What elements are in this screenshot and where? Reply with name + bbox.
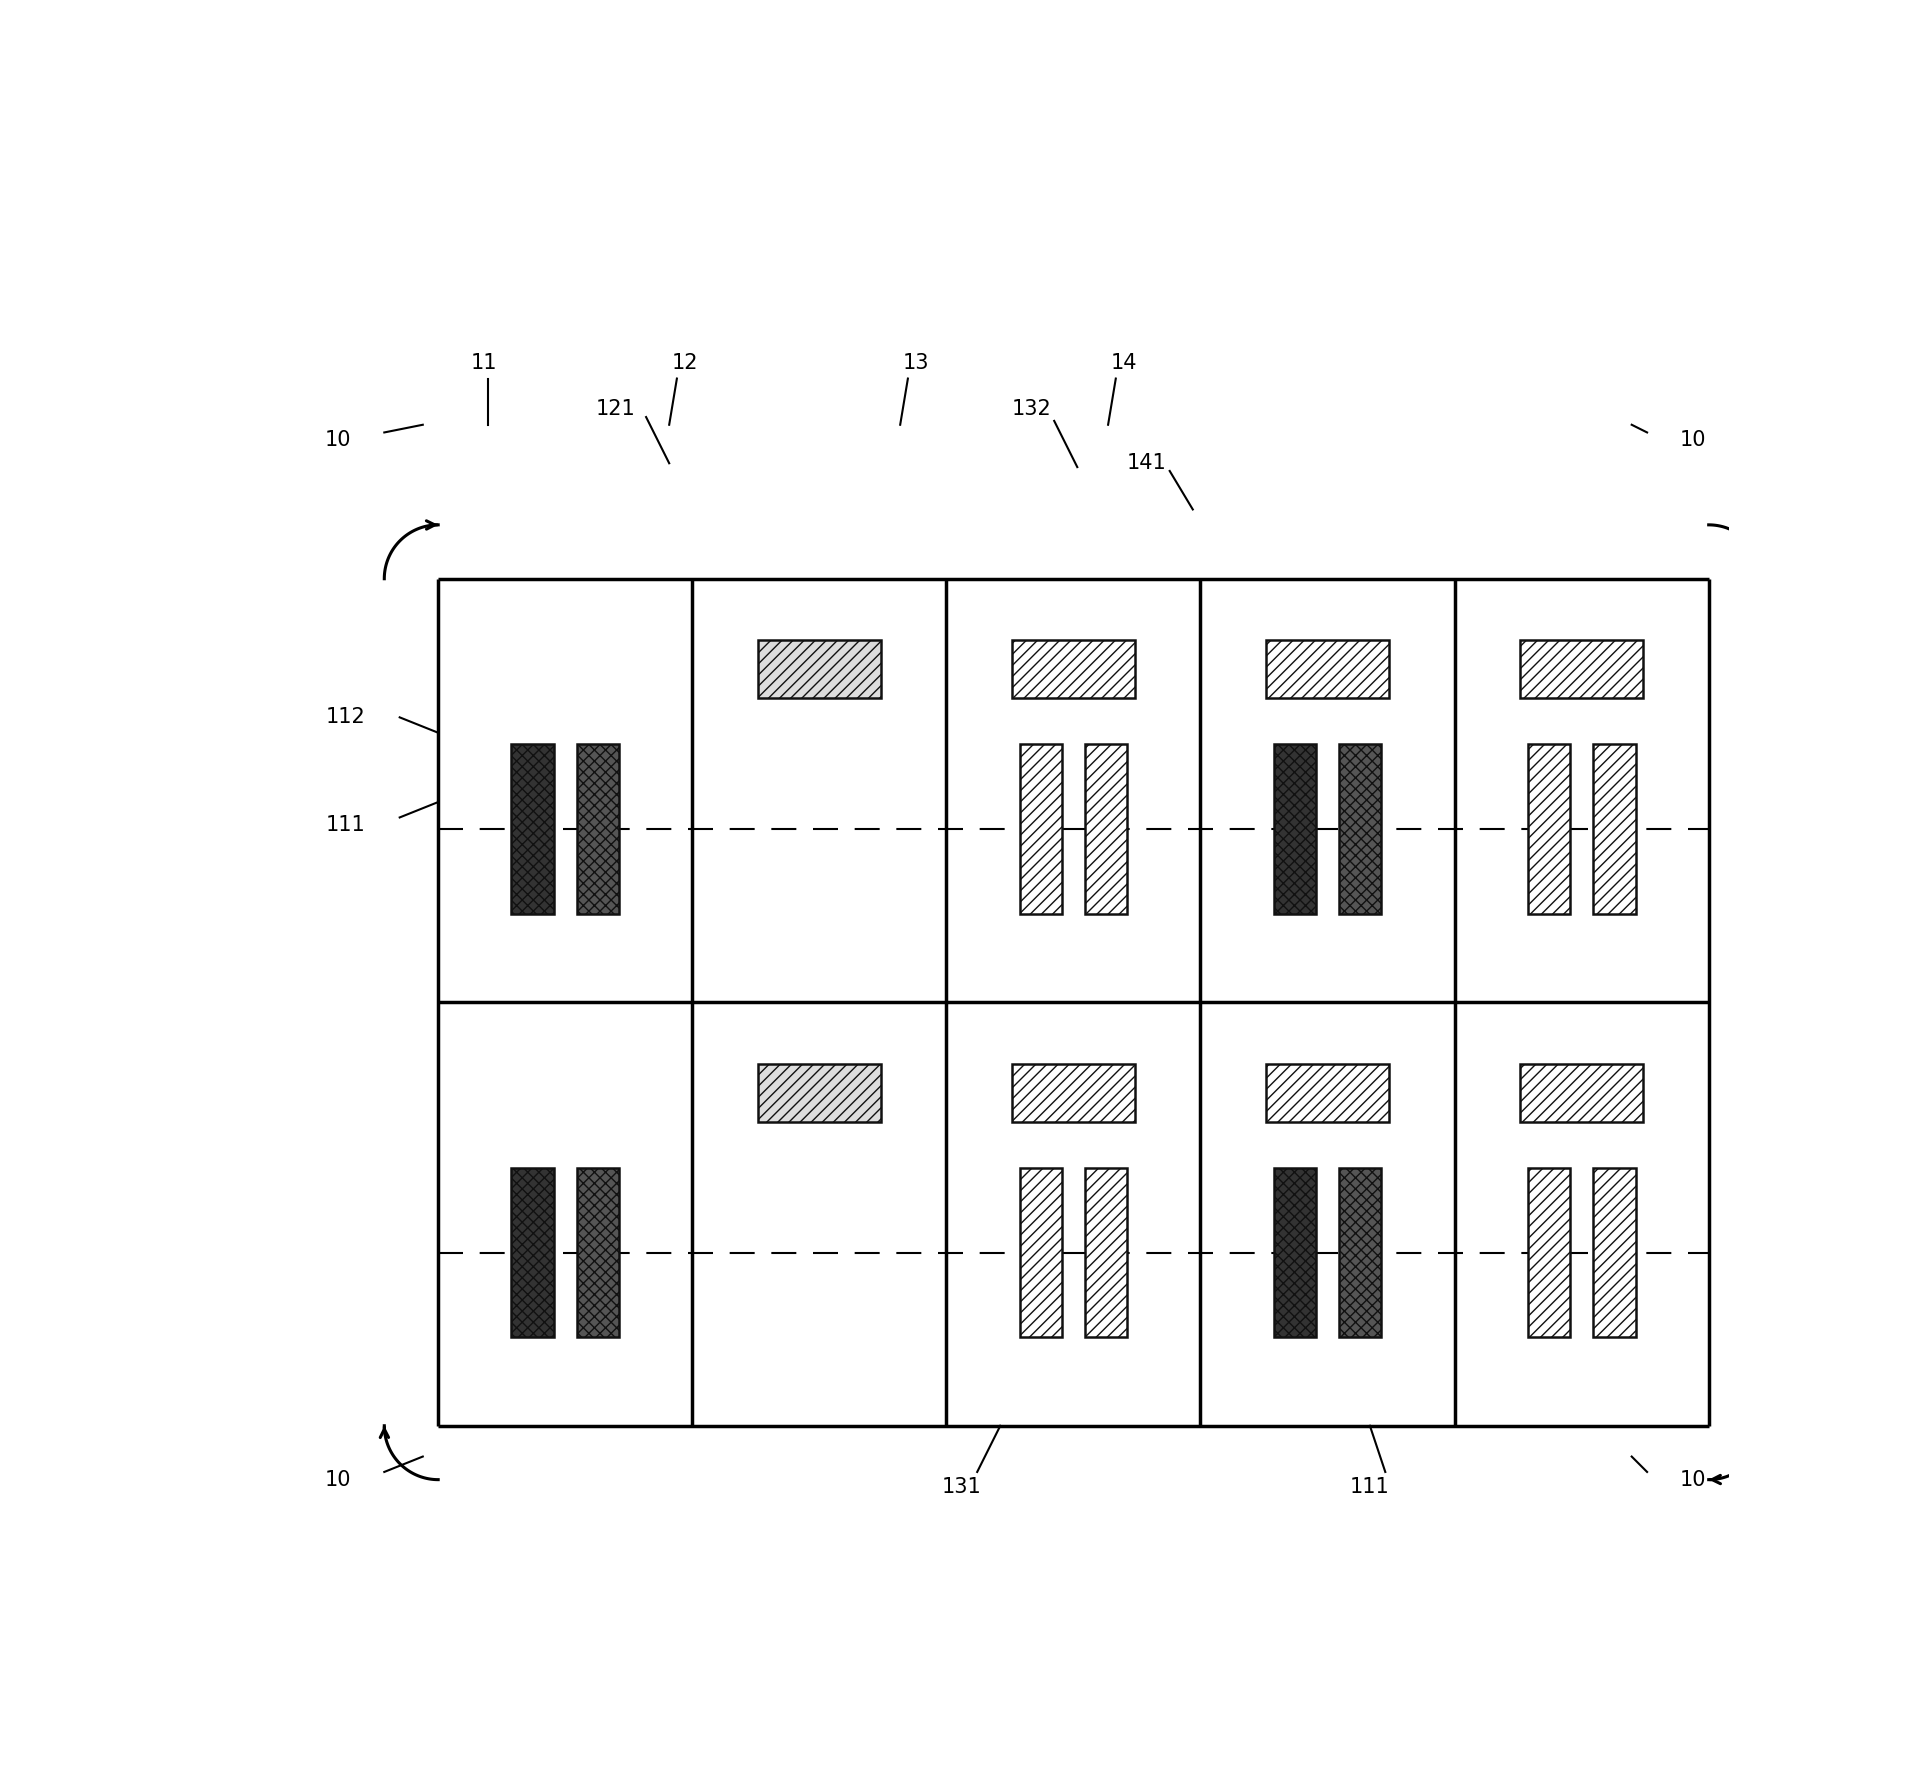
Text: 121: 121 bbox=[595, 399, 636, 419]
Text: 131: 131 bbox=[942, 1477, 981, 1498]
Text: 10: 10 bbox=[1680, 430, 1707, 451]
Text: 111: 111 bbox=[1351, 1477, 1389, 1498]
Text: 132: 132 bbox=[1012, 399, 1050, 419]
Bar bbox=[1274, 744, 1316, 914]
Bar bbox=[1274, 1168, 1316, 1337]
Bar bbox=[1339, 1168, 1382, 1337]
Text: 141: 141 bbox=[1127, 453, 1166, 474]
Bar bbox=[1085, 744, 1127, 914]
Bar bbox=[1019, 1168, 1062, 1337]
Bar bbox=[757, 1063, 881, 1122]
Bar bbox=[1085, 1168, 1127, 1337]
Bar bbox=[1528, 744, 1571, 914]
Bar bbox=[511, 1168, 553, 1337]
Bar bbox=[576, 744, 619, 914]
Bar bbox=[1266, 641, 1389, 698]
Text: 112: 112 bbox=[326, 708, 366, 728]
Bar bbox=[1012, 641, 1135, 698]
Text: 11: 11 bbox=[470, 353, 497, 373]
Text: 111: 111 bbox=[326, 815, 366, 836]
Text: 13: 13 bbox=[902, 353, 929, 373]
Bar bbox=[757, 641, 881, 698]
Bar bbox=[1019, 744, 1062, 914]
Bar bbox=[1594, 744, 1636, 914]
Bar bbox=[511, 744, 553, 914]
Text: 14: 14 bbox=[1110, 353, 1137, 373]
Bar bbox=[1012, 1063, 1135, 1122]
Bar bbox=[1339, 744, 1382, 914]
Text: 10: 10 bbox=[326, 430, 351, 451]
Bar bbox=[1528, 1168, 1571, 1337]
Bar bbox=[1520, 641, 1644, 698]
Bar bbox=[1520, 1063, 1644, 1122]
Text: 12: 12 bbox=[671, 353, 698, 373]
Text: 10: 10 bbox=[326, 1470, 351, 1489]
Bar bbox=[576, 1168, 619, 1337]
Text: 10: 10 bbox=[1680, 1470, 1707, 1489]
Bar bbox=[1594, 1168, 1636, 1337]
Bar bbox=[1266, 1063, 1389, 1122]
